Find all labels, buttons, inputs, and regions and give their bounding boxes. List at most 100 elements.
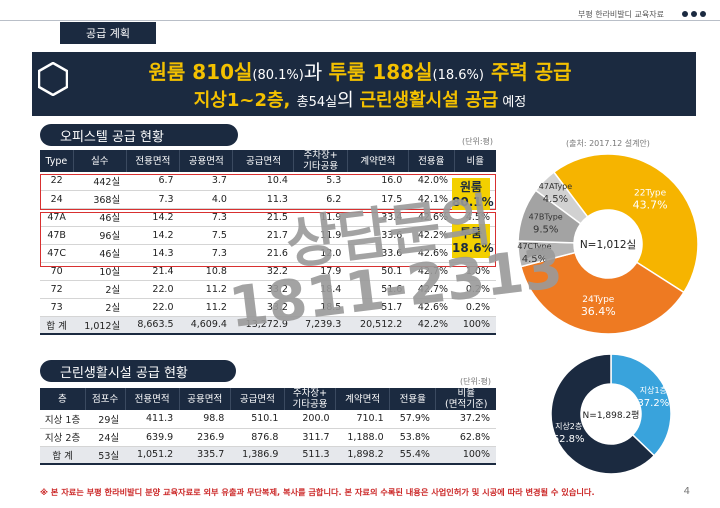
oneroom-callout: 원룸 80.1% — [452, 178, 494, 210]
table-cell: 51.6 — [347, 280, 409, 299]
table-row: 지상 2층 24실 639.9 236.9 876.8 311.7 1,188.0 53.8%… — [40, 428, 496, 447]
pie-center-label: N=1,012실 — [580, 239, 636, 251]
table-cell: 7.3 — [179, 244, 233, 263]
table-total-row: 합 계 53실 1,051.2 335.7 1,386.9 511.3 1,898.2 55.… — [40, 446, 496, 465]
table-header-cell: 전용율 — [389, 388, 436, 410]
table-cell: 42.0% — [408, 172, 455, 191]
table-total-cell: 55.4% — [389, 446, 436, 465]
table-header-cell: 계약면적 — [335, 388, 390, 410]
table-cell: 57.9% — [389, 410, 436, 429]
table-cell: 24실 — [85, 428, 126, 447]
officetel-unit: (단위:평) — [462, 137, 494, 146]
retail-table: 층 점포수 전용면적 공용면적 공급면적 주차장+ 기타공용 계약면적 전용율 비율 (면적기준) … — [40, 388, 496, 465]
table-total-cell: 335.7 — [179, 446, 231, 465]
table-header-cell: 점포수 — [84, 388, 126, 410]
table-row: 24 368실 7.3 4.0 11.3 6.2 17.5 42.1% — [40, 190, 496, 209]
pie-slice — [552, 153, 699, 294]
table-cell: 639.9 — [125, 428, 180, 447]
table-header-cell: 실수 — [72, 150, 127, 172]
pie-slice — [534, 171, 589, 225]
table-cell: 16.0 — [347, 172, 409, 191]
table-cell: 5.3 — [293, 172, 348, 191]
pie-slice — [610, 353, 672, 457]
table-cell: 18.4 — [293, 280, 348, 299]
retail-floor-pie-chart: 지상1층 37.2% 지상2층 62.8% N=1,898.2평 — [550, 353, 672, 475]
table-total-cell: 7,239.3 — [293, 316, 348, 335]
pie-category-label: 47AType — [539, 182, 572, 191]
table-total-cell: 8,663.5 — [126, 316, 180, 335]
table-cell: 14.3 — [126, 244, 180, 263]
footnote: ※ 본 자료는 부평 한라비발디 분양 교육자료로 외부 유출과 무단복제, 복… — [40, 487, 595, 497]
table-header-cell: 공급면적 — [232, 150, 294, 172]
table-row: 22 442실 6.7 3.7 10.4 5.3 16.0 42.0% — [40, 172, 496, 191]
table-total-cell: 합 계 — [40, 316, 74, 335]
table-cell: 6.2 — [293, 190, 348, 209]
table-total-cell: 53실 — [85, 446, 126, 465]
table-cell: 10.4 — [232, 172, 294, 191]
table-total-cell: 합 계 — [40, 446, 86, 465]
header-label: 부평 한라비발디 교육자료 — [577, 10, 664, 19]
header-dots-icon — [682, 11, 706, 17]
page-number: 4 — [683, 486, 690, 497]
table-cell: 98.8 — [179, 410, 231, 429]
table-total-cell: 13,272.9 — [232, 316, 294, 335]
table-cell: 62.8% — [435, 428, 496, 447]
table-cell: 510.1 — [230, 410, 285, 429]
table-total-cell: 42.2% — [408, 316, 455, 335]
table-cell: 18.5 — [293, 298, 348, 317]
table-header-cell: 주차장+ 기타공용 — [283, 388, 336, 410]
table-cell: 0.2% — [454, 280, 496, 299]
table-cell: 3.7 — [179, 172, 233, 191]
table-cell: 11.2 — [179, 298, 233, 317]
table-cell: 72 — [40, 280, 74, 299]
table-cell: 4.0 — [179, 190, 233, 209]
table-header-cell: 전용면적 — [124, 388, 180, 410]
pie-category-label: 22Type — [634, 188, 667, 198]
table-cell: 442실 — [73, 172, 127, 191]
table-cell: 47C — [40, 244, 74, 263]
table-header-cell: 비율 — [453, 150, 496, 172]
table-cell: 200.0 — [284, 410, 336, 429]
table-cell: 47B — [40, 226, 74, 245]
section-tag: 공급 계획 — [60, 22, 156, 44]
table-cell: 7.5 — [179, 226, 233, 245]
officetel-section-title: 오피스텔 공급 현황 — [40, 124, 238, 146]
pie-value-label: 4.5% — [522, 254, 547, 265]
table-header-cell: 계약면적 — [346, 150, 409, 172]
table-cell: 29실 — [85, 410, 126, 429]
headline-line-2: 지상1~2층, 총54실의 근린생활시설 공급 예정 — [193, 90, 527, 111]
table-cell: 24 — [40, 190, 74, 209]
pie-slice — [550, 353, 656, 475]
table-row: 지상 1층 29실 411.3 98.8 510.1 200.0 710.1 57.9% 37.… — [40, 410, 496, 429]
table-cell: 6.7 — [126, 172, 180, 191]
table-cell: 22.0 — [126, 280, 180, 299]
table-header-cell: 비율 (면적기준) — [435, 388, 496, 410]
table-header-cell: 공급면적 — [229, 388, 285, 410]
table-cell: 11.9 — [293, 226, 348, 245]
headline-banner — [32, 52, 696, 116]
headline-line-1: 원룸 810실(80.1%)과 투룸 188실(18.6%) 주력 공급 — [148, 60, 572, 84]
table-cell: 11.2 — [179, 280, 233, 299]
table-cell: 53.8% — [389, 428, 436, 447]
table-cell: 42.6% — [408, 298, 455, 317]
table-cell: 33.2 — [232, 298, 294, 317]
table-cell: 2실 — [73, 280, 127, 299]
table-cell: 2실 — [73, 298, 127, 317]
pie-value-label: 62.8% — [553, 434, 585, 445]
table-header-cell: 공용면적 — [178, 388, 231, 410]
table-total-cell: 1,386.9 — [230, 446, 285, 465]
table-row: 72 2실 22.0 11.2 33.2 18.4 51.6 42.7% 0.2% — [40, 280, 496, 299]
table-total-cell: 1,898.2 — [335, 446, 390, 465]
table-cell: 17.5 — [347, 190, 409, 209]
chart-source: (출처: 2017.12 설계안) — [566, 139, 650, 148]
tworoom-highlight-box — [40, 212, 496, 267]
table-total-cell: 1,051.2 — [125, 446, 180, 465]
table-row: 73 2실 22.0 11.2 33.2 18.5 51.7 42.6% 0.2% — [40, 298, 496, 317]
table-cell: 42.7% — [408, 280, 455, 299]
table-cell: 236.9 — [179, 428, 231, 447]
table-total-cell: 4,609.4 — [179, 316, 233, 335]
table-cell: 11.3 — [232, 190, 294, 209]
pie-value-label: 4.5% — [543, 194, 568, 205]
table-header-cell: 층 — [40, 388, 86, 410]
